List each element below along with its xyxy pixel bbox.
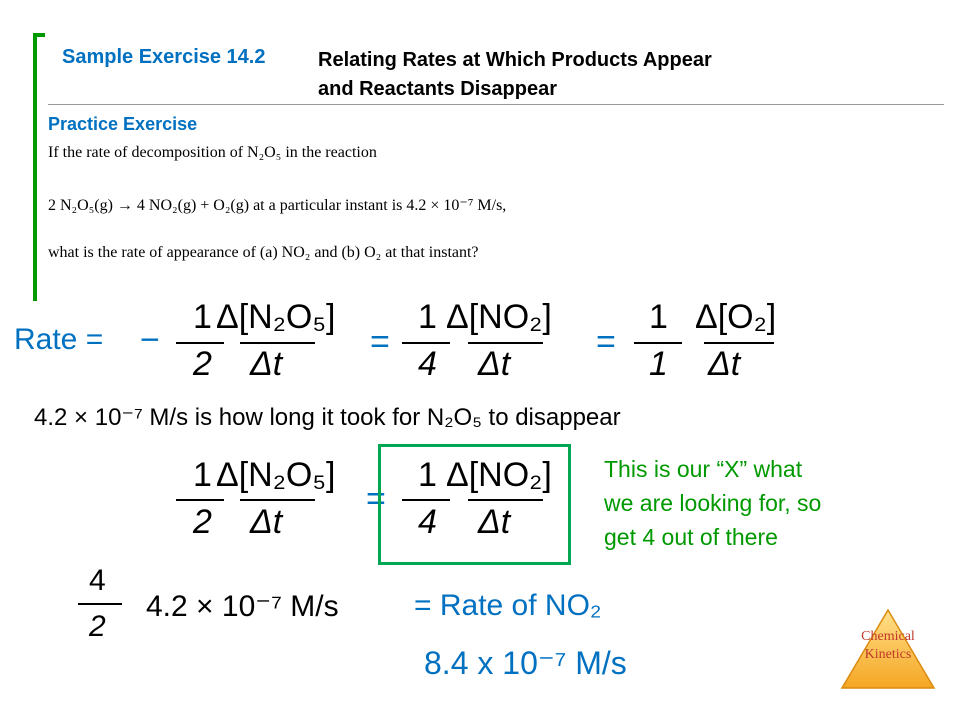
term1-bar — [240, 342, 315, 344]
eq2-left-bar — [240, 499, 315, 501]
term2-bar — [468, 342, 543, 344]
eq2-right-coef-den: 4 — [418, 503, 437, 541]
eq2-right-coef-num: 1 — [418, 456, 437, 494]
eq2-right-den: Δt — [478, 503, 511, 541]
term1-coef-num: 1 — [193, 298, 212, 336]
highlight-box — [378, 444, 571, 565]
exercise-label: Sample Exercise 14.2 — [62, 46, 266, 68]
eq2-right-bar — [468, 499, 543, 501]
rate-label: Rate = — [14, 323, 104, 356]
term3-coef-num: 1 — [649, 298, 668, 336]
term2-coef-num: 1 — [418, 298, 437, 336]
eq2-right-num: Δ[NO₂] — [446, 456, 552, 494]
accent-bar-horizontal — [33, 33, 45, 37]
final-answer: 8.4 x 10⁻⁷ M/s — [424, 645, 627, 681]
term3-den: Δt — [708, 345, 741, 383]
title-divider — [48, 104, 944, 105]
eq2-left-den: Δt — [250, 503, 283, 541]
term1-coef-den: 2 — [193, 345, 212, 383]
accent-bar-vertical — [33, 33, 37, 301]
term2-den: Δt — [478, 345, 511, 383]
term1-num: Δ[N₂O₅] — [216, 298, 336, 336]
chemical-kinetics-logo — [840, 608, 936, 689]
equals-1: = — [370, 323, 390, 361]
term2-coef-den: 4 — [418, 345, 437, 383]
practice-line-2: 2 N₂O₅(g) → 4 NO₂(g) + O₂(g) at a partic… — [48, 197, 507, 214]
equals-2: = — [596, 323, 616, 361]
note-line-3: get 4 out of there — [604, 524, 778, 550]
calc-value: 4.2 × 10⁻⁷ M/s — [146, 590, 339, 623]
title-line-2: and Reactants Disappear — [318, 78, 557, 100]
term3-coef-bar — [634, 342, 682, 344]
calc-frac-bar — [78, 603, 122, 605]
eq2-left-coef-bar — [176, 499, 224, 501]
practice-line-1: If the rate of decomposition of N₂O₅ in … — [48, 144, 377, 161]
term3-coef-den: 1 — [649, 345, 668, 383]
exercise-title: Relating Rates at Which Products Appear … — [318, 46, 712, 104]
term2-coef-bar — [402, 342, 450, 344]
practice-heading: Practice Exercise — [48, 114, 198, 134]
note-line-1: This is our “X” what — [604, 456, 803, 482]
term1-den: Δt — [250, 345, 283, 383]
result-label: = Rate of NO₂ — [414, 589, 602, 622]
calc-frac-den: 2 — [89, 610, 106, 643]
minus-sign: − — [140, 321, 160, 359]
term3-bar — [704, 342, 774, 344]
logo-text: Chemical Kinetics — [840, 628, 936, 664]
eq2-left-num: Δ[N₂O₅] — [216, 456, 336, 494]
practice-line-3: what is the rate of appearance of (a) NO… — [48, 244, 479, 261]
term1-coef-bar — [176, 342, 224, 344]
title-line-1: Relating Rates at Which Products Appear — [318, 49, 712, 71]
eq2-right-coef-bar — [402, 499, 450, 501]
calc-frac-num: 4 — [89, 564, 106, 597]
term3-num: Δ[O₂] — [695, 298, 777, 336]
eq2-left-coef-den: 2 — [193, 503, 212, 541]
term2-num: Δ[NO₂] — [446, 298, 552, 336]
logo-line-2: Kinetics — [864, 647, 912, 662]
given-statement: 4.2 × 10⁻⁷ M/s is how long it took for N… — [34, 404, 621, 431]
note-line-2: we are looking for, so — [604, 490, 822, 516]
logo-line-1: Chemical — [861, 629, 915, 644]
explanation-note: This is our “X” what we are looking for,… — [604, 452, 821, 554]
eq2-left-coef-num: 1 — [193, 456, 212, 494]
